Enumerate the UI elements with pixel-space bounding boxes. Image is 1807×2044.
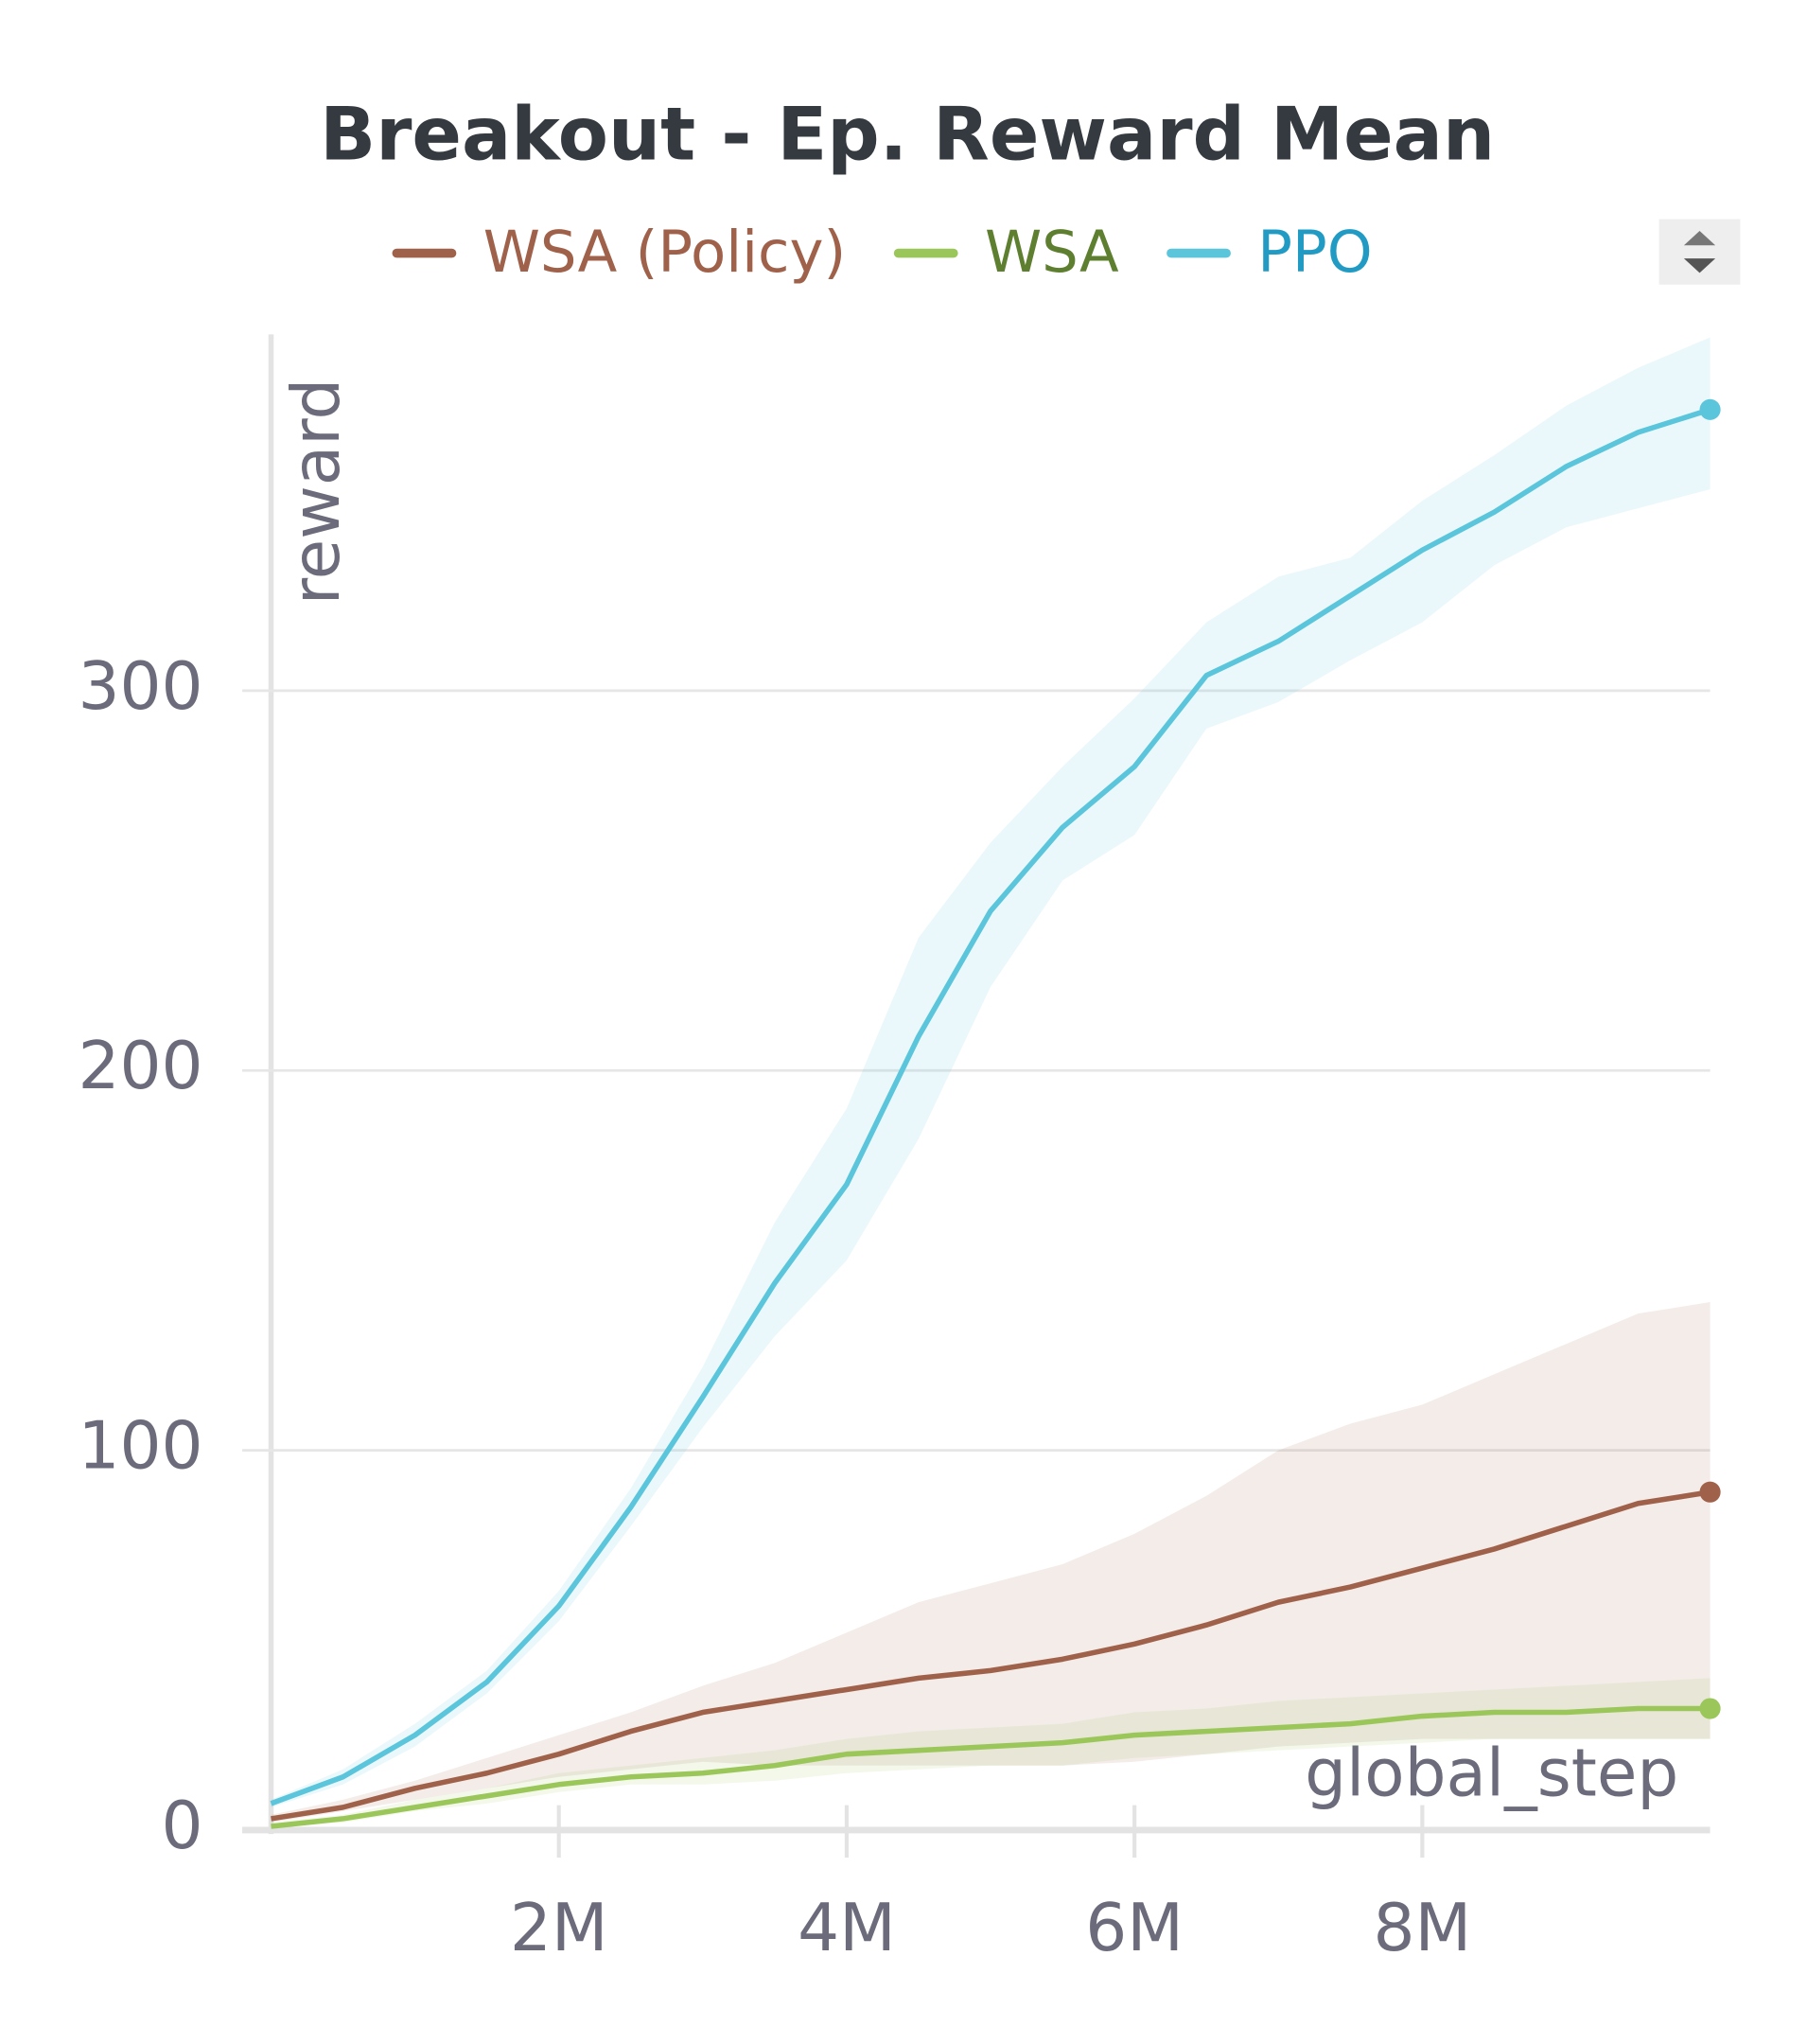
y-tick-label: 300 — [78, 649, 202, 725]
legend-item: WSA (Policy) — [392, 219, 847, 286]
legend-item: PPO — [1167, 219, 1373, 286]
chart-title: Breakout - Ep. Reward Mean — [320, 93, 1495, 178]
end-point — [1699, 398, 1721, 420]
y-tick-label: 0 — [161, 1788, 202, 1864]
legend-label: WSA (Policy) — [483, 219, 847, 286]
data-line — [271, 1705, 1711, 1829]
end-point — [1699, 1698, 1721, 1719]
end-point — [1699, 1481, 1721, 1503]
y-tick-label: 200 — [78, 1029, 202, 1104]
toggle-down — [1683, 258, 1716, 273]
error-band — [271, 337, 1711, 1807]
error-band — [271, 1302, 1711, 1823]
x-axis-label: global_step — [1305, 1736, 1678, 1812]
y-tick-label: 100 — [78, 1409, 202, 1485]
y-axis-label: reward — [279, 379, 355, 606]
data-line — [271, 1489, 1711, 1822]
x-tick-label: 2M — [510, 1891, 608, 1966]
legend-item: WSA — [893, 219, 1119, 286]
data-line — [270, 407, 1711, 1806]
legend-label: PPO — [1257, 219, 1372, 286]
x-tick-label: 6M — [1085, 1891, 1184, 1966]
x-tick-label: 4M — [798, 1891, 896, 1966]
error-band — [271, 1678, 1711, 1826]
toggle-up — [1683, 231, 1716, 246]
x-tick-label: 8M — [1374, 1891, 1472, 1966]
legend-toggle[interactable] — [1658, 219, 1741, 285]
toggle-bg — [1658, 219, 1741, 285]
legend-label: WSA — [985, 219, 1119, 286]
